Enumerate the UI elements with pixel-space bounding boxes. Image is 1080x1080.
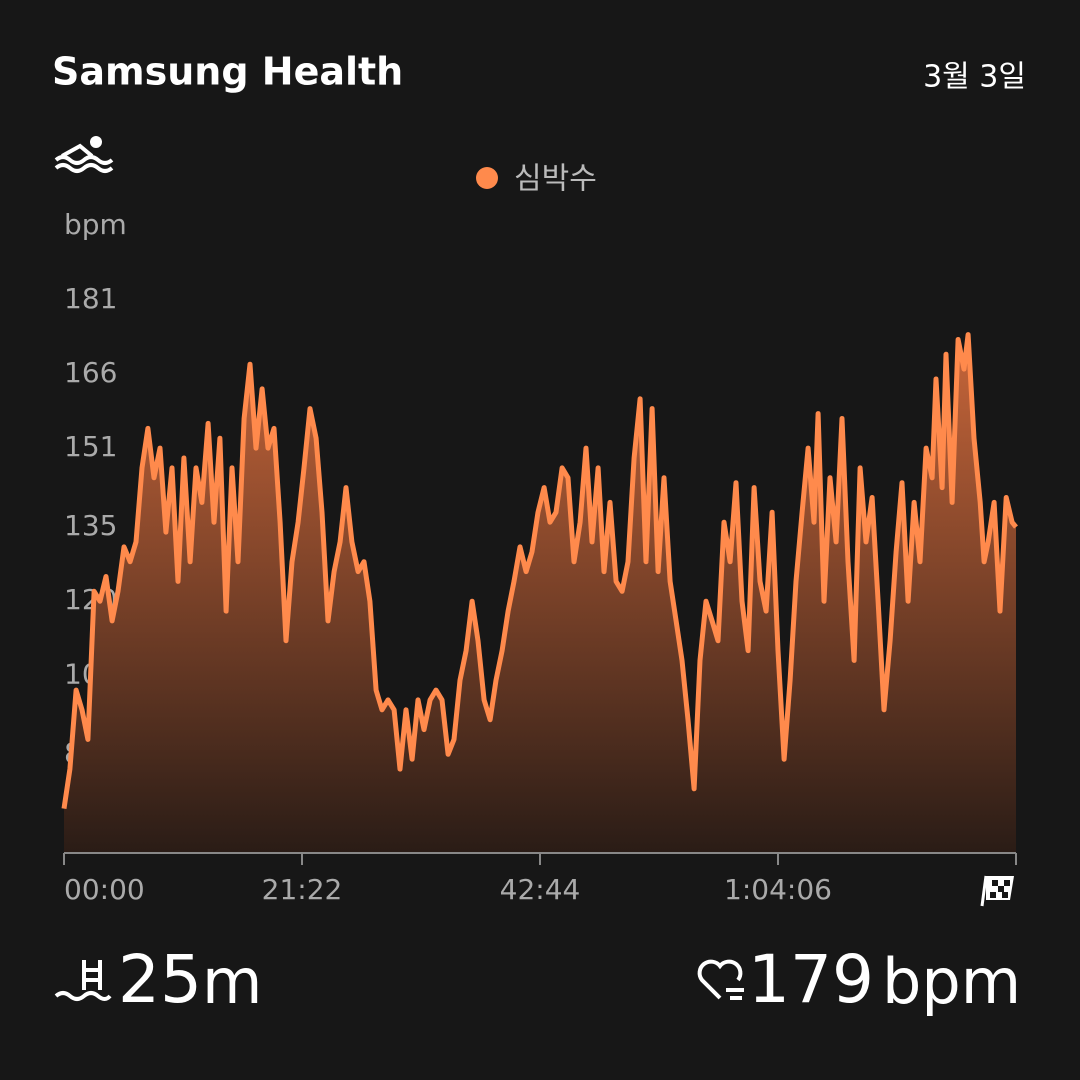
plot: 1811661511351201058900:0021:2242:441:04:… xyxy=(61,282,1018,906)
finish-icon xyxy=(980,875,1014,907)
pool-length: 25 xyxy=(118,941,202,1018)
x-tick-label: 42:44 xyxy=(500,873,581,906)
swim-icon xyxy=(54,136,114,173)
pool-icon xyxy=(54,960,112,1001)
x-tick-label: 1:04:06 xyxy=(724,873,832,906)
legend-label: 심박수 xyxy=(514,162,597,197)
legend-dot xyxy=(476,167,498,189)
y-tick-label: 181 xyxy=(64,282,117,315)
x-tick-label: 00:00 xyxy=(64,873,145,906)
max-heart-rate-unit: bpm xyxy=(882,945,1021,1018)
app-title: Samsung Health xyxy=(52,50,403,94)
heart-icon xyxy=(697,959,744,1000)
x-tick-label: 21:22 xyxy=(262,873,343,906)
date: 3월 3일 xyxy=(923,60,1026,95)
pool-unit: m xyxy=(202,945,262,1018)
heart-rate-line xyxy=(61,332,1018,809)
y-tick-label: 166 xyxy=(64,356,117,389)
y-tick-label: 135 xyxy=(64,509,117,542)
y-tick-label: 151 xyxy=(64,430,117,463)
y-axis-label: bpm xyxy=(64,208,127,241)
area-fill xyxy=(64,334,1016,854)
max-heart-rate: 179 xyxy=(748,941,874,1018)
